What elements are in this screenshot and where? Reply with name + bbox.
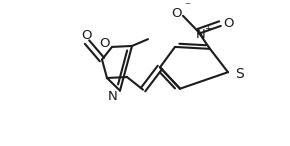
Text: N: N xyxy=(196,28,206,41)
Text: O: O xyxy=(172,7,182,20)
Text: O: O xyxy=(82,29,92,42)
Text: N: N xyxy=(108,90,118,103)
Text: O: O xyxy=(224,17,234,30)
Text: ⁻: ⁻ xyxy=(184,1,190,14)
Text: +: + xyxy=(204,24,212,33)
Text: O: O xyxy=(100,36,110,49)
Text: S: S xyxy=(235,67,244,81)
